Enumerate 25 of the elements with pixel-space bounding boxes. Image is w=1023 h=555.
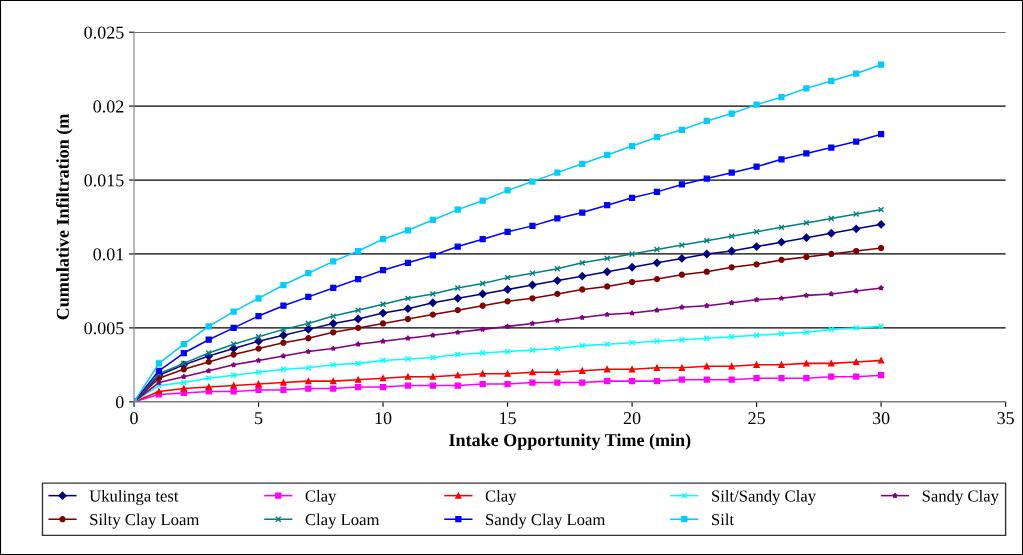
x-axis-title: Intake Opportunity Time (min): [449, 433, 691, 450]
x-tick-label: 25: [748, 412, 765, 425]
y-tick-label: 0.01: [93, 248, 124, 261]
x-tick-label: 20: [623, 412, 641, 425]
y-tick-label: 0.02: [93, 100, 124, 113]
legend-label: Silt/Sandy Clay: [712, 489, 816, 506]
x-tick-label: 5: [255, 412, 263, 425]
legend-label: Clay Loam: [305, 513, 380, 529]
y-tick-label: 0.005: [84, 322, 124, 335]
legend-label: Silt: [712, 513, 735, 526]
legend-label: Silty Clay Loam: [90, 513, 200, 529]
legend-label: Sandy Clay: [922, 489, 999, 506]
y-tick-label: 0: [115, 396, 124, 409]
x-tick-label: 15: [500, 412, 516, 425]
legend-label: Clay: [485, 489, 517, 506]
y-tick-label: 0.025: [84, 26, 124, 39]
y-axis-title: Cumulative Infiltration (m: [56, 114, 73, 320]
x-tick-label: 30: [872, 412, 890, 425]
y-tick-label: 0.015: [84, 174, 124, 187]
legend-label: Sandy Clay Loam: [486, 513, 606, 529]
legend-label: Ukulinga test: [89, 489, 179, 506]
legend-label: Clay: [305, 489, 337, 506]
x-tick-label: 35: [997, 412, 1014, 425]
x-tick-label: 0: [130, 412, 138, 425]
x-tick-label: 10: [375, 412, 392, 425]
